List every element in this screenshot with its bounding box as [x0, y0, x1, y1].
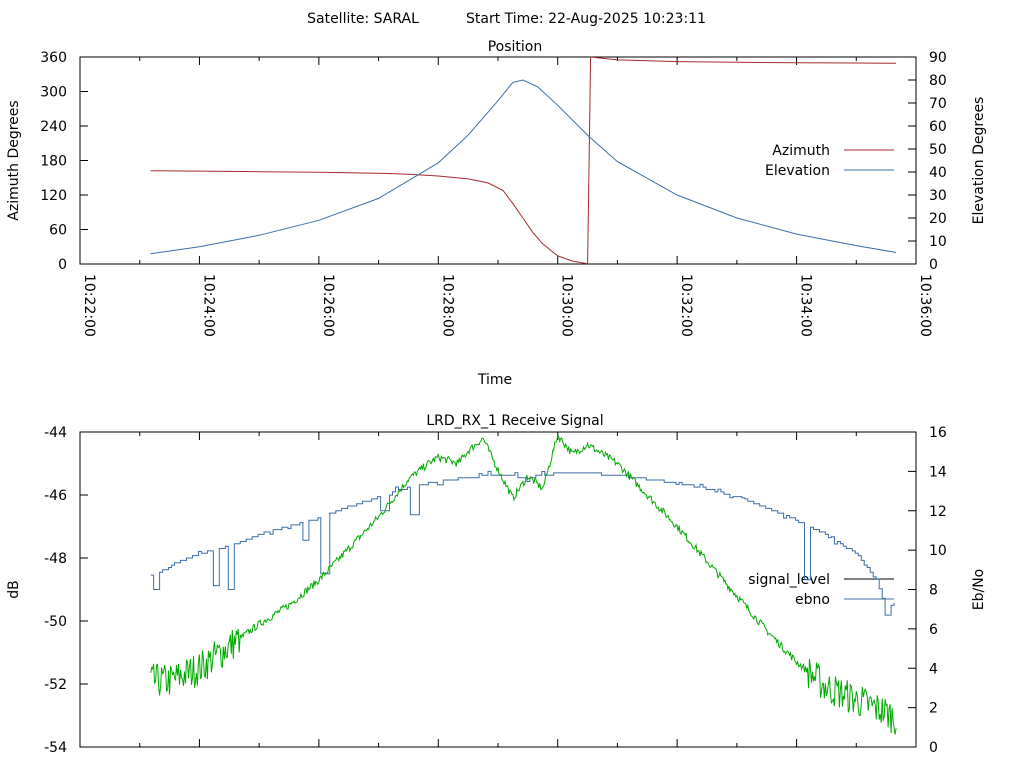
position-chart: Position 10:22:00 10:24:00 10:26:00 10:28:00… [6, 39, 987, 388]
y-tick-label: 120 [40, 188, 67, 204]
y-tick-label: -54 [44, 740, 67, 756]
legend-label: ebno [795, 592, 830, 608]
start-time-label: Start Time: 22-Aug-2025 10:23:11 [466, 11, 706, 27]
x-tick-label: 10:34:00 [798, 274, 814, 337]
y-tick-label: -52 [44, 677, 67, 693]
y-axis-label: dB [6, 580, 22, 599]
chart-title: LRD_RX_1 Receive Signal [426, 413, 603, 429]
y2-tick-label: 70 [929, 96, 947, 112]
receive-signal-chart: LRD_RX_1 Receive Signal -54 -52 -50 -48 -46 -4… [6, 413, 987, 756]
y2-tick-label: 8 [929, 583, 938, 599]
x-tick-label: 10:36:00 [917, 274, 933, 337]
x-tick-label: 10:24:00 [200, 274, 216, 337]
y2-tick-label: 2 [929, 701, 938, 717]
series-line-Elevation [150, 79, 897, 255]
y2-axis-label: Elevation Degrees [971, 97, 987, 225]
y-tick-label: -46 [44, 488, 67, 504]
y2-tick-label: 4 [929, 661, 938, 677]
x-axis-label: Time [477, 372, 512, 388]
x-tick-label: 10:26:00 [320, 274, 336, 337]
legend-label: Elevation [765, 163, 830, 179]
y-tick-label: 300 [40, 85, 67, 101]
y2-tick-label: 6 [929, 622, 938, 638]
plot-frame [79, 431, 917, 748]
legend-label: Azimuth [772, 143, 830, 159]
y-tick-label: 180 [40, 154, 67, 170]
chart-title: Position [488, 39, 543, 55]
y2-tick-label: 0 [929, 740, 938, 756]
x-tick-label: 10:22:00 [81, 274, 97, 337]
satellite-label: Satellite: SARAL [307, 11, 419, 27]
x-tick-label: 10:30:00 [559, 274, 575, 337]
y-axis-label: Azimuth Degrees [6, 100, 22, 220]
x-tick-label: 10:28:00 [439, 274, 455, 337]
series-line-Azimuth [150, 57, 897, 264]
y-tick-label: 0 [58, 257, 67, 273]
y2-tick-label: 80 [929, 73, 947, 89]
y2-tick-label: 16 [929, 425, 947, 441]
y-tick-label: 360 [40, 50, 67, 66]
y2-tick-label: 14 [929, 464, 947, 480]
series-line-unnamed [150, 434, 897, 735]
y-tick-label: -50 [44, 614, 67, 630]
legend-label: signal_level [748, 572, 830, 588]
y2-axis-label: Eb/No [971, 569, 987, 611]
y-tick-label: 240 [40, 119, 67, 135]
y2-tick-label: 30 [929, 188, 947, 204]
y-tick-label: 60 [49, 223, 67, 239]
y2-tick-label: 90 [929, 50, 947, 66]
y-tick-label: -44 [44, 425, 67, 441]
y2-tick-label: 40 [929, 165, 947, 181]
y2-tick-label: 10 [929, 543, 947, 559]
y-tick-label: -48 [44, 551, 67, 567]
series-line-ebno [150, 470, 895, 616]
y2-tick-label: 10 [929, 234, 947, 250]
x-tick-label: 10:32:00 [678, 274, 694, 337]
y2-tick-label: 0 [929, 257, 938, 273]
y2-tick-label: 20 [929, 211, 947, 227]
y2-tick-label: 50 [929, 142, 947, 158]
y2-tick-label: 12 [929, 504, 947, 520]
y2-tick-label: 60 [929, 119, 947, 135]
